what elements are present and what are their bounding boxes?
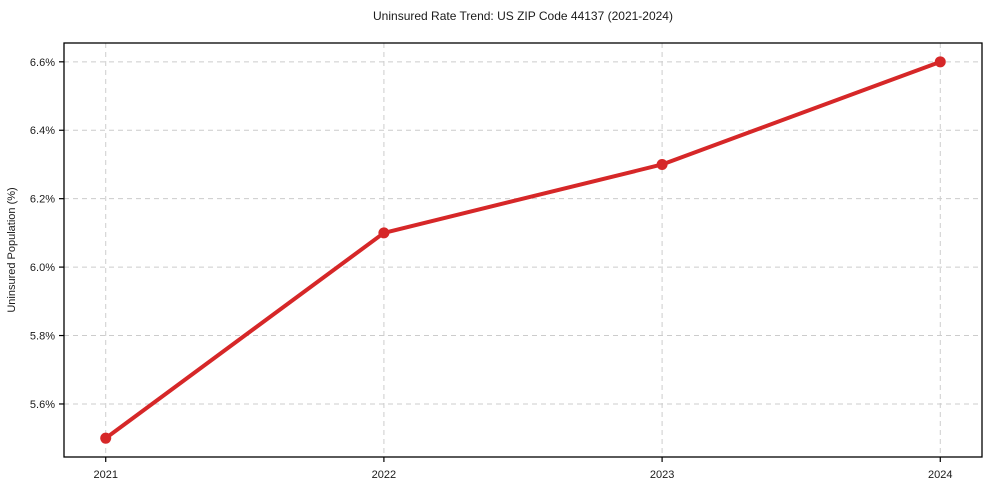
data-point xyxy=(378,227,390,239)
y-tick-label: 5.6% xyxy=(30,399,55,411)
y-tick-label: 6.6% xyxy=(30,57,55,69)
y-tick-label: 6.4% xyxy=(30,125,55,137)
data-point xyxy=(934,56,946,68)
y-tick-label: 6.0% xyxy=(30,262,55,274)
data-point xyxy=(656,158,668,170)
trend-line xyxy=(103,59,943,441)
y-tick-label: 6.2% xyxy=(30,194,55,206)
x-tick-label: 2024 xyxy=(928,469,952,481)
x-tick-label: 2021 xyxy=(93,469,117,481)
chart-title: Uninsured Rate Trend: US ZIP Code 44137 … xyxy=(373,9,673,23)
x-tick-label: 2023 xyxy=(650,469,674,481)
data-point xyxy=(100,432,112,444)
plot-border xyxy=(63,42,983,458)
y-axis-label: Uninsured Population (%) xyxy=(6,187,18,312)
x-tick-label: 2022 xyxy=(372,469,396,481)
y-tick-label: 5.8% xyxy=(30,331,55,343)
